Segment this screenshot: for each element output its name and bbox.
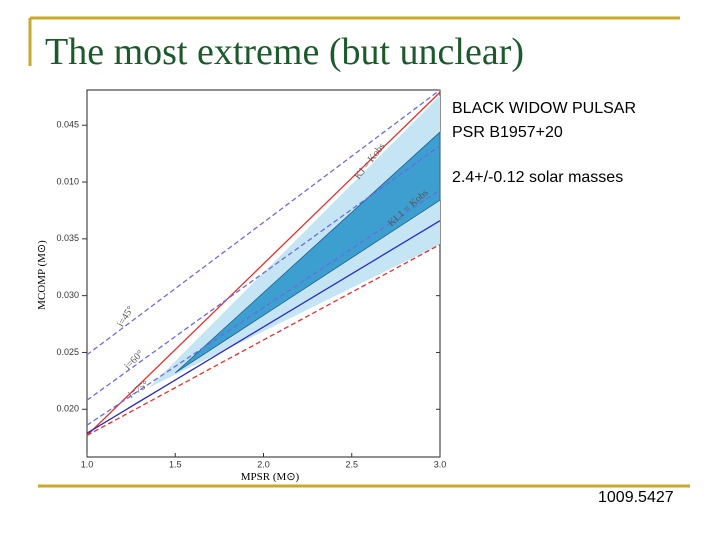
y-tick-label: 0.010 [56, 176, 79, 186]
line [86, 243, 441, 436]
line [86, 145, 441, 401]
note: BLACK WIDOW PULSAR [452, 100, 636, 117]
line [86, 220, 441, 434]
note: PSR B1957+20 [452, 124, 563, 141]
y-tick-label: 0.020 [56, 404, 79, 414]
band [148, 95, 440, 388]
x-tick-label: 2.5 [345, 459, 358, 469]
y-tick-label: 0.025 [56, 347, 79, 357]
y-tick-label: 0.030 [56, 290, 79, 300]
x-tick-label: 3.0 [434, 459, 447, 469]
band [174, 131, 441, 374]
line [86, 91, 441, 436]
reference: 1009.5427 [598, 489, 674, 506]
x-tick-label: 2.0 [257, 459, 270, 469]
note: 2.4+/-0.12 solar masses [452, 169, 623, 186]
x-axis-label: MPSR (M⊙) [241, 471, 300, 483]
slide-title: The most extreme (but unclear) [45, 31, 524, 73]
x-tick-label: 1.0 [81, 459, 94, 469]
y-tick-label: 0.035 [56, 233, 79, 243]
y-tick-label: 0.045 [56, 120, 79, 130]
y-axis-label: MCOMP (M⊙) [36, 240, 48, 310]
line [86, 89, 441, 356]
x-tick-label: 1.5 [169, 459, 182, 469]
line [86, 189, 441, 426]
